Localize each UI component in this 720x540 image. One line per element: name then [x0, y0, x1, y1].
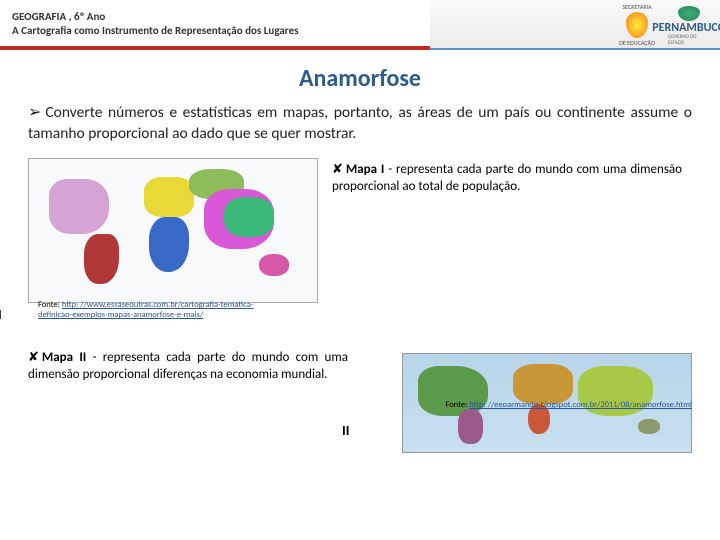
desc2-bold: Mapa II: [42, 350, 86, 365]
header-line1: GEOGRAFIA , 6º Ano: [12, 10, 299, 24]
map-label-1: I: [0, 306, 2, 323]
arrow-icon: ➢: [28, 103, 41, 122]
fonte1-link-line2[interactable]: definicao-exemplos-mapas-anamorfose-e-ma…: [38, 310, 203, 320]
logo-pernambuco: PERNAMBUCO GOVERNO DO ESTADO: [668, 4, 710, 46]
fonte1-link-line1[interactable]: http: //www.essaseoutras.com.br/cartogra…: [62, 300, 254, 310]
region-north-america: [49, 179, 109, 234]
shield-icon: [678, 6, 700, 21]
region-south-america: [84, 234, 119, 284]
cross-icon: ✘: [332, 162, 343, 177]
desc1-text: - representa cada parte do mundo com uma…: [332, 162, 682, 194]
desc1-bold: Mapa I: [346, 162, 384, 177]
fonte-label: Fonte:: [38, 300, 62, 310]
intro-text: Converte números e estatísticas em mapas…: [28, 103, 692, 143]
header-logos: SECRETARIA DE EDUCAÇÃO PERNAMBUCO GOVERN…: [616, 4, 710, 46]
slide-title: Anamorfose: [0, 64, 720, 93]
region-africa: [149, 217, 189, 272]
fonte2-link[interactable]: http: //eeoarmando.blogspot.com.br/2011/…: [469, 400, 692, 410]
region-oceania: [638, 419, 660, 434]
header-red-stripe: [0, 46, 430, 50]
source-2: Fonte: http: //eeoarmando.blogspot.com.b…: [445, 400, 692, 410]
header-line2: A Cartografia como Instrumento de Repres…: [12, 24, 299, 38]
fonte-label: Fonte:: [445, 400, 469, 410]
content-area: I II ✘Mapa I - representa cada parte do …: [0, 158, 720, 303]
shield-icon: [626, 12, 648, 38]
source-1: Fonte: http: //www.essaseoutras.com.br/c…: [38, 300, 253, 320]
region-oceania: [259, 254, 289, 276]
map2-description: ✘Mapa II - representa cada parte do mund…: [28, 350, 348, 384]
map-label-2: II: [342, 422, 349, 439]
cross-icon: ✘: [28, 350, 39, 365]
map1-description: ✘Mapa I - representa cada parte do mundo…: [332, 162, 682, 196]
header-text: GEOGRAFIA , 6º Ano A Cartografia como In…: [0, 10, 299, 39]
region-south-america: [458, 409, 483, 444]
region-china: [224, 197, 274, 237]
map-1-cartogram: [28, 158, 318, 303]
slide-header: GEOGRAFIA , 6º Ano A Cartografia como In…: [0, 0, 720, 50]
intro-paragraph: ➢Converte números e estatísticas em mapa…: [0, 103, 720, 144]
region-europe: [513, 364, 573, 404]
region-europe: [144, 177, 194, 217]
